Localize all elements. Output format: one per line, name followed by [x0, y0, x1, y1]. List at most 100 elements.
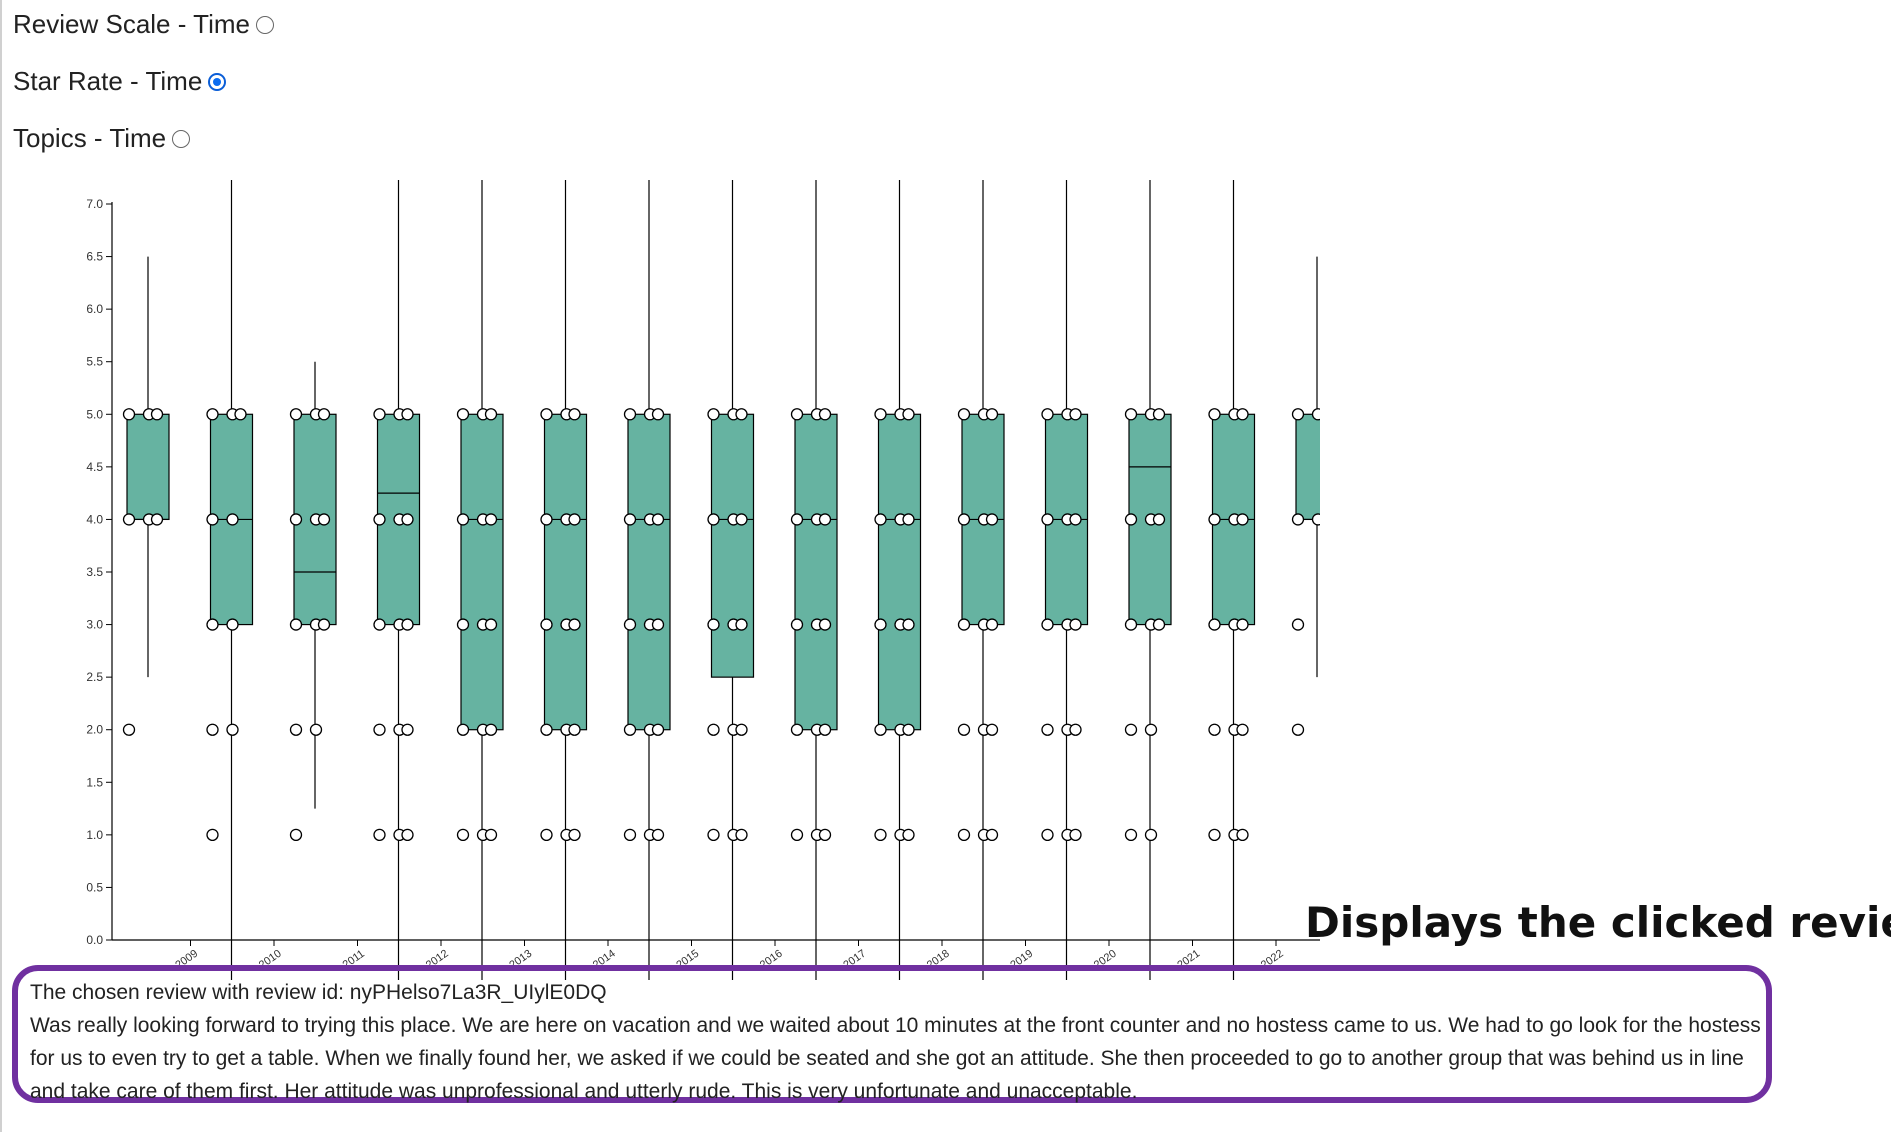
- data-point: [818, 723, 832, 736]
- data-point: [902, 618, 915, 631]
- data-point: [790, 618, 804, 631]
- data-point: [707, 618, 720, 631]
- data-point: [651, 513, 665, 526]
- data-point: [1144, 723, 1158, 736]
- data-point: [206, 618, 219, 631]
- data-point: [1291, 513, 1305, 526]
- data-point: [874, 408, 887, 421]
- data-point: [289, 513, 303, 526]
- box: [627, 413, 671, 731]
- data-point: [122, 513, 136, 526]
- data-point: [1208, 513, 1221, 526]
- review-highlight-frame: [12, 965, 1772, 1103]
- data-point: [790, 408, 804, 421]
- data-point: [1236, 408, 1249, 421]
- data-point: [1311, 513, 1320, 526]
- data-point: [1041, 408, 1054, 421]
- data-point: [206, 513, 219, 526]
- y-tick-label: 1.0: [86, 828, 103, 842]
- data-point: [456, 513, 470, 526]
- option-topics-time[interactable]: Topics - Time: [13, 123, 191, 154]
- data-point: [206, 723, 219, 736]
- data-point: [540, 828, 553, 842]
- data-point: [150, 408, 164, 421]
- radio-star-rate-time[interactable]: [208, 72, 227, 91]
- data-point: [1236, 618, 1249, 631]
- data-point: [226, 723, 239, 736]
- data-point: [902, 828, 915, 842]
- y-tick-label: 6.5: [86, 250, 103, 264]
- data-point: [707, 408, 720, 421]
- data-point: [289, 723, 303, 736]
- data-point: [401, 723, 414, 736]
- data-point: [1069, 828, 1082, 842]
- data-point: [874, 618, 887, 631]
- data-point: [1069, 618, 1082, 631]
- data-point: [373, 723, 386, 736]
- data-point: [707, 513, 720, 526]
- data-point: [373, 828, 386, 842]
- data-point: [1041, 828, 1054, 842]
- data-point: [373, 513, 386, 526]
- review-panel: The chosen review with review id: nyPHel…: [30, 976, 1770, 1108]
- data-point: [651, 618, 665, 631]
- data-point: [540, 723, 553, 736]
- data-point: [456, 723, 470, 736]
- data-point: [874, 513, 887, 526]
- star-rate-boxplot-chart: 0.0 0.5 1.0 1.5 2.0 2.5 3.0 3.5 4.0 4.5 5.0 5.5 6.0 6…: [86, 180, 1320, 980]
- data-point: [818, 408, 832, 421]
- data-point: [1152, 408, 1166, 421]
- data-point: [206, 828, 219, 842]
- data-point: [818, 828, 832, 842]
- data-point: [1069, 723, 1082, 736]
- y-tick-label: 0.5: [86, 880, 103, 894]
- data-point: [1152, 513, 1166, 526]
- y-tick-label: 3.0: [86, 618, 103, 632]
- data-point: [735, 513, 748, 526]
- data-point: [874, 828, 887, 842]
- data-point: [623, 618, 637, 631]
- annotation-title: Displays the clicked review: [1305, 898, 1891, 947]
- data-point: [401, 828, 414, 842]
- data-point: [902, 723, 915, 736]
- data-point: [902, 513, 915, 526]
- data-point: [623, 408, 637, 421]
- y-tick-label: 6.0: [86, 302, 103, 316]
- data-point: [623, 828, 637, 842]
- data-point: [401, 408, 414, 421]
- data-point: [957, 408, 971, 421]
- data-point: [1124, 408, 1138, 421]
- data-point: [790, 513, 804, 526]
- data-point: [1041, 513, 1054, 526]
- data-point: [1124, 723, 1138, 736]
- radio-topics-time[interactable]: [172, 129, 191, 148]
- data-point: [540, 408, 553, 421]
- data-point: [874, 723, 887, 736]
- option-review-scale-time[interactable]: Review Scale - Time: [13, 9, 274, 40]
- data-point: [985, 618, 999, 631]
- data-point: [957, 723, 971, 736]
- radio-review-scale-time[interactable]: [255, 15, 274, 34]
- data-point: [818, 618, 832, 631]
- box: [126, 413, 170, 521]
- option-star-rate-time[interactable]: Star Rate - Time: [13, 66, 227, 97]
- box: [543, 413, 588, 731]
- data-point: [985, 513, 999, 526]
- data-point: [623, 513, 637, 526]
- data-point: [373, 618, 386, 631]
- data-point: [317, 408, 331, 421]
- data-point: [540, 513, 553, 526]
- data-point: [456, 828, 470, 842]
- y-tick-label: 5.5: [86, 355, 103, 369]
- data-point: [790, 723, 804, 736]
- data-point: [568, 513, 581, 526]
- data-point: [735, 618, 748, 631]
- data-point: [1152, 618, 1166, 631]
- box: [710, 413, 755, 678]
- data-point: [1041, 618, 1054, 631]
- data-point: [1291, 618, 1305, 631]
- data-point: [150, 513, 164, 526]
- data-point: [985, 408, 999, 421]
- data-point: [568, 828, 581, 842]
- data-point: [226, 618, 239, 631]
